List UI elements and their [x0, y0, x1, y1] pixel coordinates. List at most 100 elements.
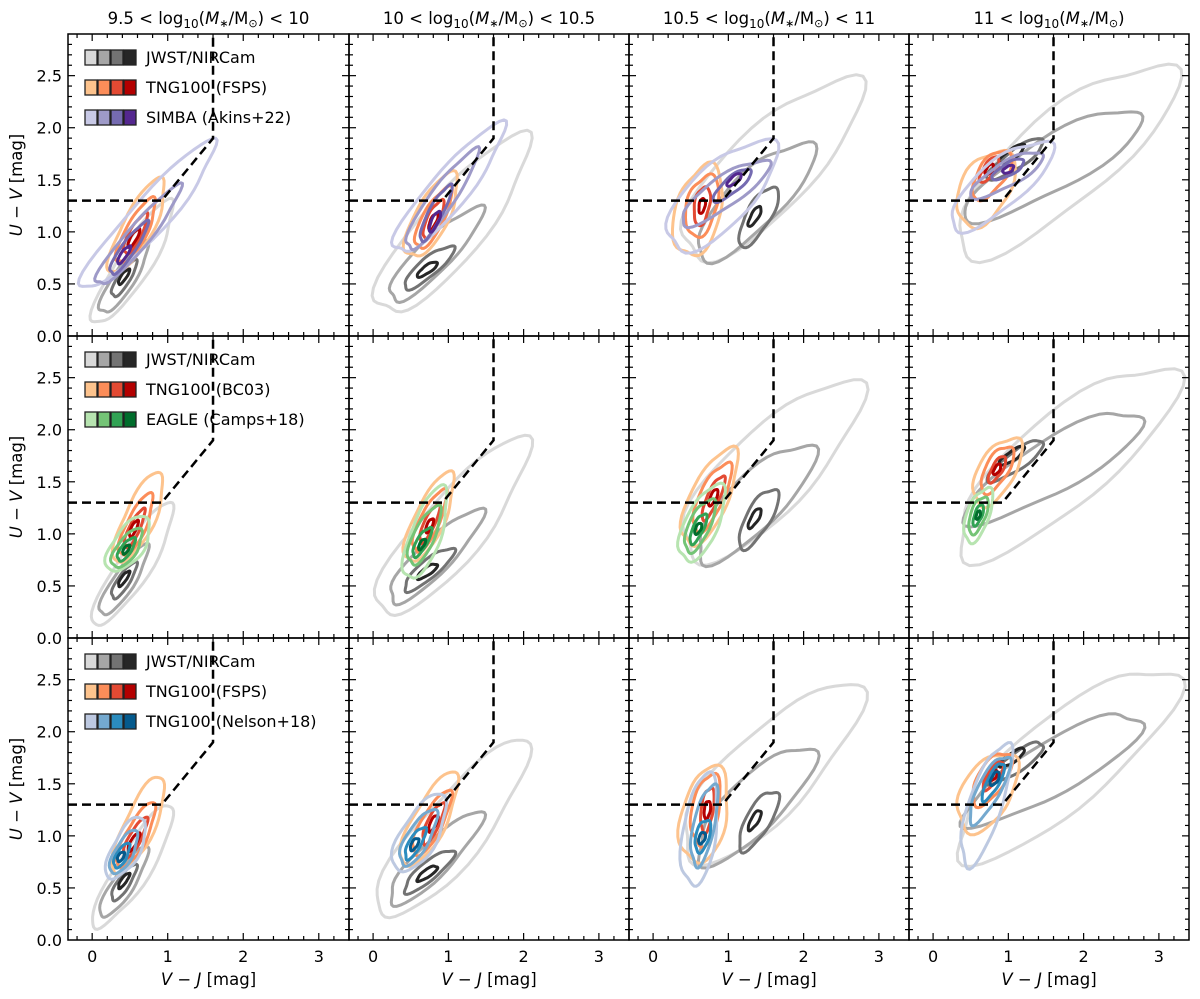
x-tick-label: 0	[368, 947, 378, 966]
contour-level-4	[121, 543, 132, 556]
legend-swatch	[97, 411, 111, 428]
contour-series-jwst-nircam	[372, 433, 535, 617]
x-tick-label: 3	[874, 947, 884, 966]
column-title: 11 < log10(M∗/M⊙)	[973, 9, 1124, 31]
legend-item: JWST/NIRCam	[84, 350, 255, 369]
contour-level-2	[98, 845, 151, 919]
contour-level-4	[127, 518, 140, 539]
x-axis-label: V − J [mag]	[441, 970, 536, 989]
contour-level-2	[961, 411, 1147, 529]
legend-swatch	[123, 381, 137, 398]
contour-level-3	[688, 512, 709, 547]
ticks	[68, 638, 349, 940]
legend-swatch	[110, 49, 124, 66]
y-axis-label: U − V [mag]	[7, 436, 26, 538]
contour-level-2	[979, 445, 1016, 497]
panel-bottom-3	[628, 637, 910, 941]
uvj-selection-line	[629, 638, 775, 806]
y-tick-label: 0.5	[37, 275, 62, 294]
legend-swatch	[97, 683, 111, 700]
legend-swatch	[123, 713, 137, 730]
uvj-selection-line	[68, 336, 215, 504]
contour-level-3	[403, 825, 429, 862]
contour-level-4	[117, 569, 132, 589]
legend: JWST/NIRCam TNG100 (FSPS) TNG100 (Nelson+1…	[84, 652, 317, 731]
panel-frame	[908, 637, 1190, 941]
x-tick-label: 1	[443, 947, 453, 966]
panel-top-4	[908, 33, 1190, 337]
x-tick-label: 0	[648, 947, 658, 966]
contour-level-1	[91, 804, 176, 931]
panel-frame	[908, 335, 1190, 639]
legend-swatch	[123, 79, 137, 96]
y-tick-label: 0.0	[37, 931, 62, 950]
y-tick-label: 2.5	[37, 369, 62, 388]
contour-level-3	[115, 536, 138, 563]
contour-level-2	[109, 526, 144, 570]
uvj-selection-line	[349, 34, 495, 202]
x-tick-label: 0	[928, 947, 938, 966]
legend-swatch	[110, 351, 124, 368]
contour-level-2	[958, 712, 1147, 831]
contour-level-2	[107, 828, 140, 876]
contour-level-3	[980, 762, 1007, 804]
contour-series-eagle-camps-18-	[676, 481, 727, 564]
legend: JWST/NIRCam TNG100 (BC03) EAGLE (Camps+18)	[84, 350, 305, 429]
x-axis-labels: 0 1 2 3 V − J [mag] 0 1 2 3 V − J [mag] 0 1 2 3 V − J …	[87, 947, 1164, 989]
contour-level-2	[93, 181, 184, 286]
legend-label: TNG100 (Nelson+18)	[145, 712, 317, 731]
contour-level-3	[738, 791, 782, 855]
legend-swatch	[110, 683, 124, 700]
panel-middle-1: JWST/NIRCam TNG100 (BC03) EAGLE (Camps+18)	[67, 335, 350, 639]
legend-swatch	[123, 411, 137, 428]
contour-level-1	[375, 738, 534, 920]
contour-level-1	[679, 73, 868, 265]
plot-area	[909, 34, 1184, 265]
contour-level-3	[108, 218, 151, 276]
contour-series-tng100-nelson-18-	[389, 792, 449, 874]
legend-swatch	[110, 411, 124, 428]
contour-level-1	[950, 139, 1057, 235]
uvj-selection-line	[629, 34, 775, 202]
legend-swatch	[97, 653, 111, 670]
legend-swatch	[84, 381, 98, 398]
legend-swatch	[97, 351, 111, 368]
legend-swatch	[84, 351, 98, 368]
legend-item: TNG100 (FSPS)	[84, 682, 267, 701]
x-axis-label: V − J [mag]	[1001, 970, 1096, 989]
plot-area	[68, 638, 215, 931]
y-tick-label: 0.0	[37, 629, 62, 648]
uvj-selection-line	[909, 638, 1055, 806]
legend-swatch	[110, 79, 124, 96]
contour-level-1	[959, 367, 1187, 568]
legend: JWST/NIRCam TNG100 (FSPS) SIMBA (Akins+22)	[84, 48, 291, 127]
x-axis-label: V − J [mag]	[161, 970, 256, 989]
contour-level-2	[969, 151, 1045, 201]
legend-item: EAGLE (Camps+18)	[84, 410, 305, 429]
contour-level-3	[693, 819, 713, 855]
uvj-selection-line	[909, 34, 1055, 202]
plot-area	[349, 336, 535, 617]
contour-level-4	[117, 267, 132, 287]
plot-area	[349, 34, 534, 314]
legend-swatch	[97, 79, 111, 96]
x-axis-label: V − J [mag]	[721, 970, 816, 989]
contour-level-3	[411, 525, 434, 560]
contour-level-2	[682, 497, 718, 555]
contour-level-3	[112, 841, 132, 870]
plot-area	[909, 336, 1187, 568]
x-tick-label: 1	[723, 947, 733, 966]
contour-level-1	[959, 741, 1015, 871]
contour-level-4	[746, 809, 763, 833]
y-axis-labels: 0.0 0.5 1.0 1.5 2.0 2.5 U − V [mag] 0.0 0.5 1.0 1.…	[7, 67, 62, 950]
contour-level-4	[415, 864, 440, 884]
column-title: 10 < log10(M∗/M⊙) < 10.5	[383, 9, 595, 31]
contour-level-1	[958, 62, 1184, 265]
legend-swatch	[123, 653, 137, 670]
contour-level-3	[986, 455, 1008, 485]
legend-label: SIMBA (Akins+22)	[146, 108, 291, 127]
panel-bottom-4	[908, 637, 1190, 941]
legend-item: TNG100 (FSPS)	[84, 78, 267, 97]
contour-series-eagle-camps-18-	[962, 485, 995, 546]
contour-level-4	[746, 507, 763, 531]
